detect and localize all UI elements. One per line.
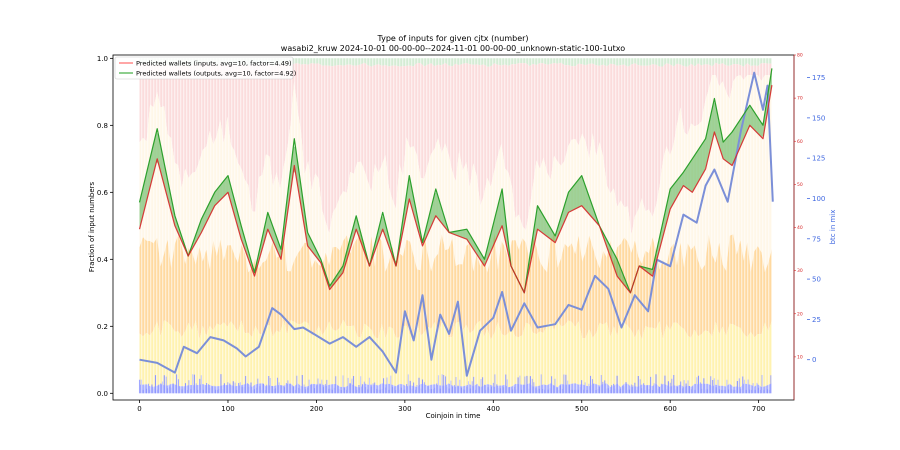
y2-tick-label-3: 75: [812, 235, 821, 243]
legend-label-outputs: Predicted wallets (outputs, avg=10, fact…: [136, 70, 296, 78]
chart-title: Type of inputs for given cjtx (number): [376, 34, 528, 43]
y-tick-label-3: 0.6: [97, 189, 109, 197]
y3-tick-label-0: 10: [797, 354, 803, 360]
y2-tick-label-4: 100: [812, 195, 825, 203]
y2-tick-label-0: 0: [812, 356, 816, 364]
y2-tick-label-2: 50: [812, 276, 821, 284]
y2-tick-label-7: 175: [812, 74, 825, 82]
x-tick-label-7: 700: [752, 405, 765, 413]
y3-tick-label-7: 80: [797, 53, 803, 59]
y-axis-label: Fraction of input numbers: [88, 181, 96, 272]
y-tick-label-2: 0.4: [97, 256, 109, 264]
y3-tick-label-1: 20: [797, 311, 803, 317]
series-line-btc-in-mix: [139, 71, 774, 377]
y3-tick-label-2: 30: [797, 268, 803, 274]
series-lines: [138, 68, 774, 377]
x-tick-label-5: 500: [575, 405, 588, 413]
legend: Predicted wallets (inputs, avg=10, facto…: [114, 56, 296, 80]
x-tick-label-3: 300: [398, 405, 411, 413]
x-axis-label: Coinjoin in time: [426, 412, 481, 420]
x-tick-label-0: 0: [137, 405, 141, 413]
band-texture: [113, 55, 794, 400]
series-line-outputs: [138, 68, 773, 294]
legend-label-inputs: Predicted wallets (inputs, avg=10, facto…: [136, 60, 292, 68]
y2-axis-label: btc in mix: [829, 210, 837, 245]
y-tick-label-1: 0.2: [97, 323, 108, 331]
y3-tick-label-6: 70: [797, 96, 803, 102]
y-tick-label-4: 0.8: [97, 122, 108, 130]
y2-tick-label-5: 125: [812, 155, 825, 163]
y-tick-label-0: 0.0: [97, 390, 108, 398]
x-axis: 0 100 200 300 400 500 600 700: [137, 400, 765, 413]
legend-box: [114, 56, 294, 80]
series-line-inputs: [138, 85, 773, 294]
chart-subtitle: wasabi2_kruw 2024-10-01 00-00-00--2024-1…: [281, 44, 625, 53]
y2-axis: 0 25 50 75 100 125 150 175: [807, 74, 825, 364]
y2-tick-label-1: 25: [812, 316, 821, 324]
y3-axis: 10 20 30 40 50 60 70 80: [793, 53, 803, 400]
y-tick-label-5: 1.0: [97, 55, 108, 63]
y3-tick-label-3: 40: [797, 225, 803, 231]
y-axis: 0.0 0.2 0.4 0.6 0.8 1.0: [97, 55, 113, 398]
y3-tick-label-4: 50: [797, 182, 803, 188]
y3-tick-label-5: 60: [797, 139, 803, 145]
x-tick-label-6: 600: [663, 405, 676, 413]
x-tick-label-4: 400: [487, 405, 500, 413]
y2-tick-label-6: 150: [812, 114, 825, 122]
x-tick-label-2: 200: [310, 405, 323, 413]
x-tick-label-1: 100: [221, 405, 234, 413]
